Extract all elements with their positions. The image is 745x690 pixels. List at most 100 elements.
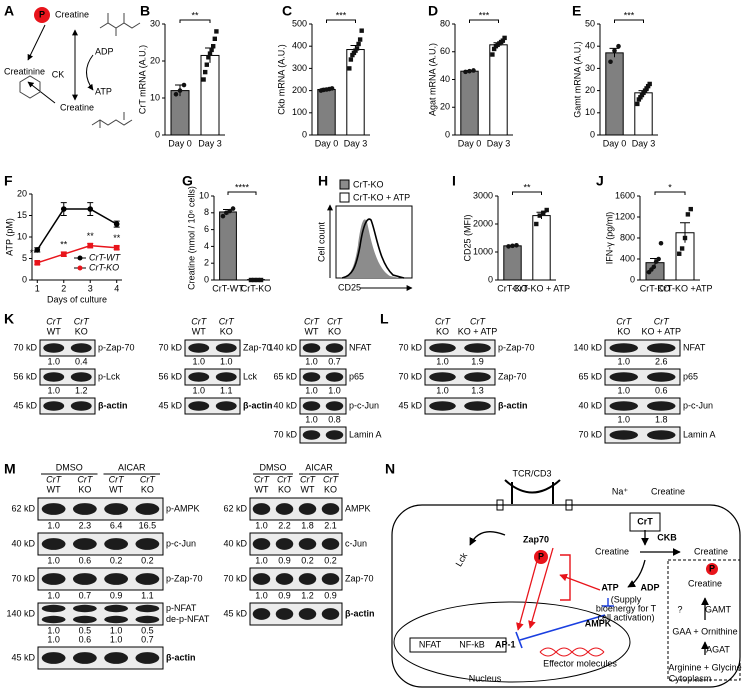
kd-label: 45 kD <box>398 400 422 410</box>
band <box>321 503 340 515</box>
data-point <box>463 69 468 75</box>
quantification: 0.9 <box>324 590 337 600</box>
y-axis-label: CrT mRNA (A.U.) <box>137 45 147 114</box>
y-tick-label: 0 <box>630 274 635 284</box>
band <box>135 538 160 550</box>
band <box>104 573 128 585</box>
tcr <box>504 479 561 504</box>
band <box>188 343 210 353</box>
quantification: 1.0 <box>110 625 123 635</box>
data-point <box>255 277 260 283</box>
band <box>252 608 271 620</box>
lane-label: KO <box>75 326 88 336</box>
quantification: 0.7 <box>328 356 341 366</box>
quantification: 16.5 <box>139 520 157 530</box>
legend-swatch <box>339 192 350 203</box>
y-tick-label: 2000 <box>473 218 493 228</box>
lane-label: WT <box>192 326 206 336</box>
nucleus <box>393 601 631 683</box>
data-point <box>641 90 646 96</box>
panel-label: H <box>318 173 328 189</box>
diagram-label: ADP <box>640 582 659 592</box>
data-point <box>214 29 219 34</box>
y-tick-label: 1000 <box>473 246 493 256</box>
lane-label: CrT <box>654 316 670 326</box>
arrow <box>27 81 56 104</box>
diagram-label: Nucleus <box>469 673 502 683</box>
band <box>73 573 97 585</box>
band <box>104 615 128 624</box>
quantification: 1.0 <box>255 520 268 530</box>
panel-label: A <box>4 3 14 19</box>
data-point <box>682 235 688 241</box>
band <box>188 401 210 411</box>
protein-label: β-actin <box>166 652 196 662</box>
kd-label: 40 kD <box>578 400 602 410</box>
marker <box>60 251 67 257</box>
marker <box>87 206 94 212</box>
data-point <box>645 83 651 89</box>
lane-label: CrT <box>219 316 235 326</box>
band <box>70 372 92 382</box>
data-point <box>679 246 685 251</box>
quantification: 0.2 <box>324 555 337 565</box>
bar <box>460 70 479 136</box>
kd-label: 56 kD <box>13 371 37 381</box>
y-tick-label: 10 <box>585 107 595 117</box>
data-point <box>230 206 236 211</box>
kd-label: 140 kD <box>268 342 297 352</box>
panel-label: K <box>4 311 14 327</box>
blot-frame <box>249 602 343 626</box>
x-tick-label: Day 3 <box>487 138 511 148</box>
data-point <box>204 62 209 67</box>
data-point <box>227 208 232 214</box>
band <box>252 538 271 550</box>
x-tick-label: Day 3 <box>198 138 222 148</box>
bar <box>346 49 365 136</box>
y-axis-label: Gamt mRNA (A.U.) <box>572 41 582 118</box>
legend-marker <box>77 255 83 261</box>
quantification: 1.0 <box>436 385 449 395</box>
group-label: DMSO <box>260 462 287 472</box>
data-point <box>635 101 640 107</box>
y-axis-label: ATP (pM) <box>4 218 14 256</box>
lane-label: WT <box>305 326 319 336</box>
inhibition <box>602 598 614 607</box>
pathway-label: ADP <box>95 46 114 56</box>
data-point <box>656 256 661 262</box>
kd-label: 45 kD <box>13 400 37 410</box>
data-point <box>541 210 546 215</box>
band <box>464 343 491 353</box>
y-tick-label: 20 <box>150 55 160 65</box>
band <box>135 573 160 585</box>
annotation: ** <box>30 248 38 258</box>
y-tick-label: 0 <box>22 274 27 284</box>
data-point <box>616 43 621 49</box>
band <box>275 538 294 550</box>
data-point <box>252 277 257 283</box>
data-point <box>207 51 213 56</box>
protein-label: p-Zap-70 <box>166 573 203 583</box>
band <box>647 401 676 411</box>
lane-label: WT <box>301 484 315 494</box>
panel-label: J <box>596 173 604 189</box>
molecule <box>91 112 133 128</box>
significance-bracket <box>512 191 542 195</box>
x-tick-label: Day 3 <box>344 138 368 148</box>
y-tick-label: 8 <box>204 207 209 217</box>
data-point <box>348 57 354 62</box>
diagram-label: Na⁺ <box>612 486 629 496</box>
blot-frame <box>37 532 164 556</box>
quantification: 1.2 <box>75 385 88 395</box>
data-point <box>608 59 613 65</box>
band <box>73 615 97 624</box>
diagram-label: CrT <box>637 516 653 526</box>
data-point <box>467 68 472 74</box>
band <box>325 430 344 440</box>
protein-label: β-actin <box>345 608 375 618</box>
data-point <box>534 221 539 227</box>
protein-label: p65 <box>349 371 364 381</box>
diagram-label: Creatine <box>595 546 629 556</box>
diagram-label: AMPK <box>585 618 612 628</box>
pathway-label: Creatine <box>60 102 94 112</box>
